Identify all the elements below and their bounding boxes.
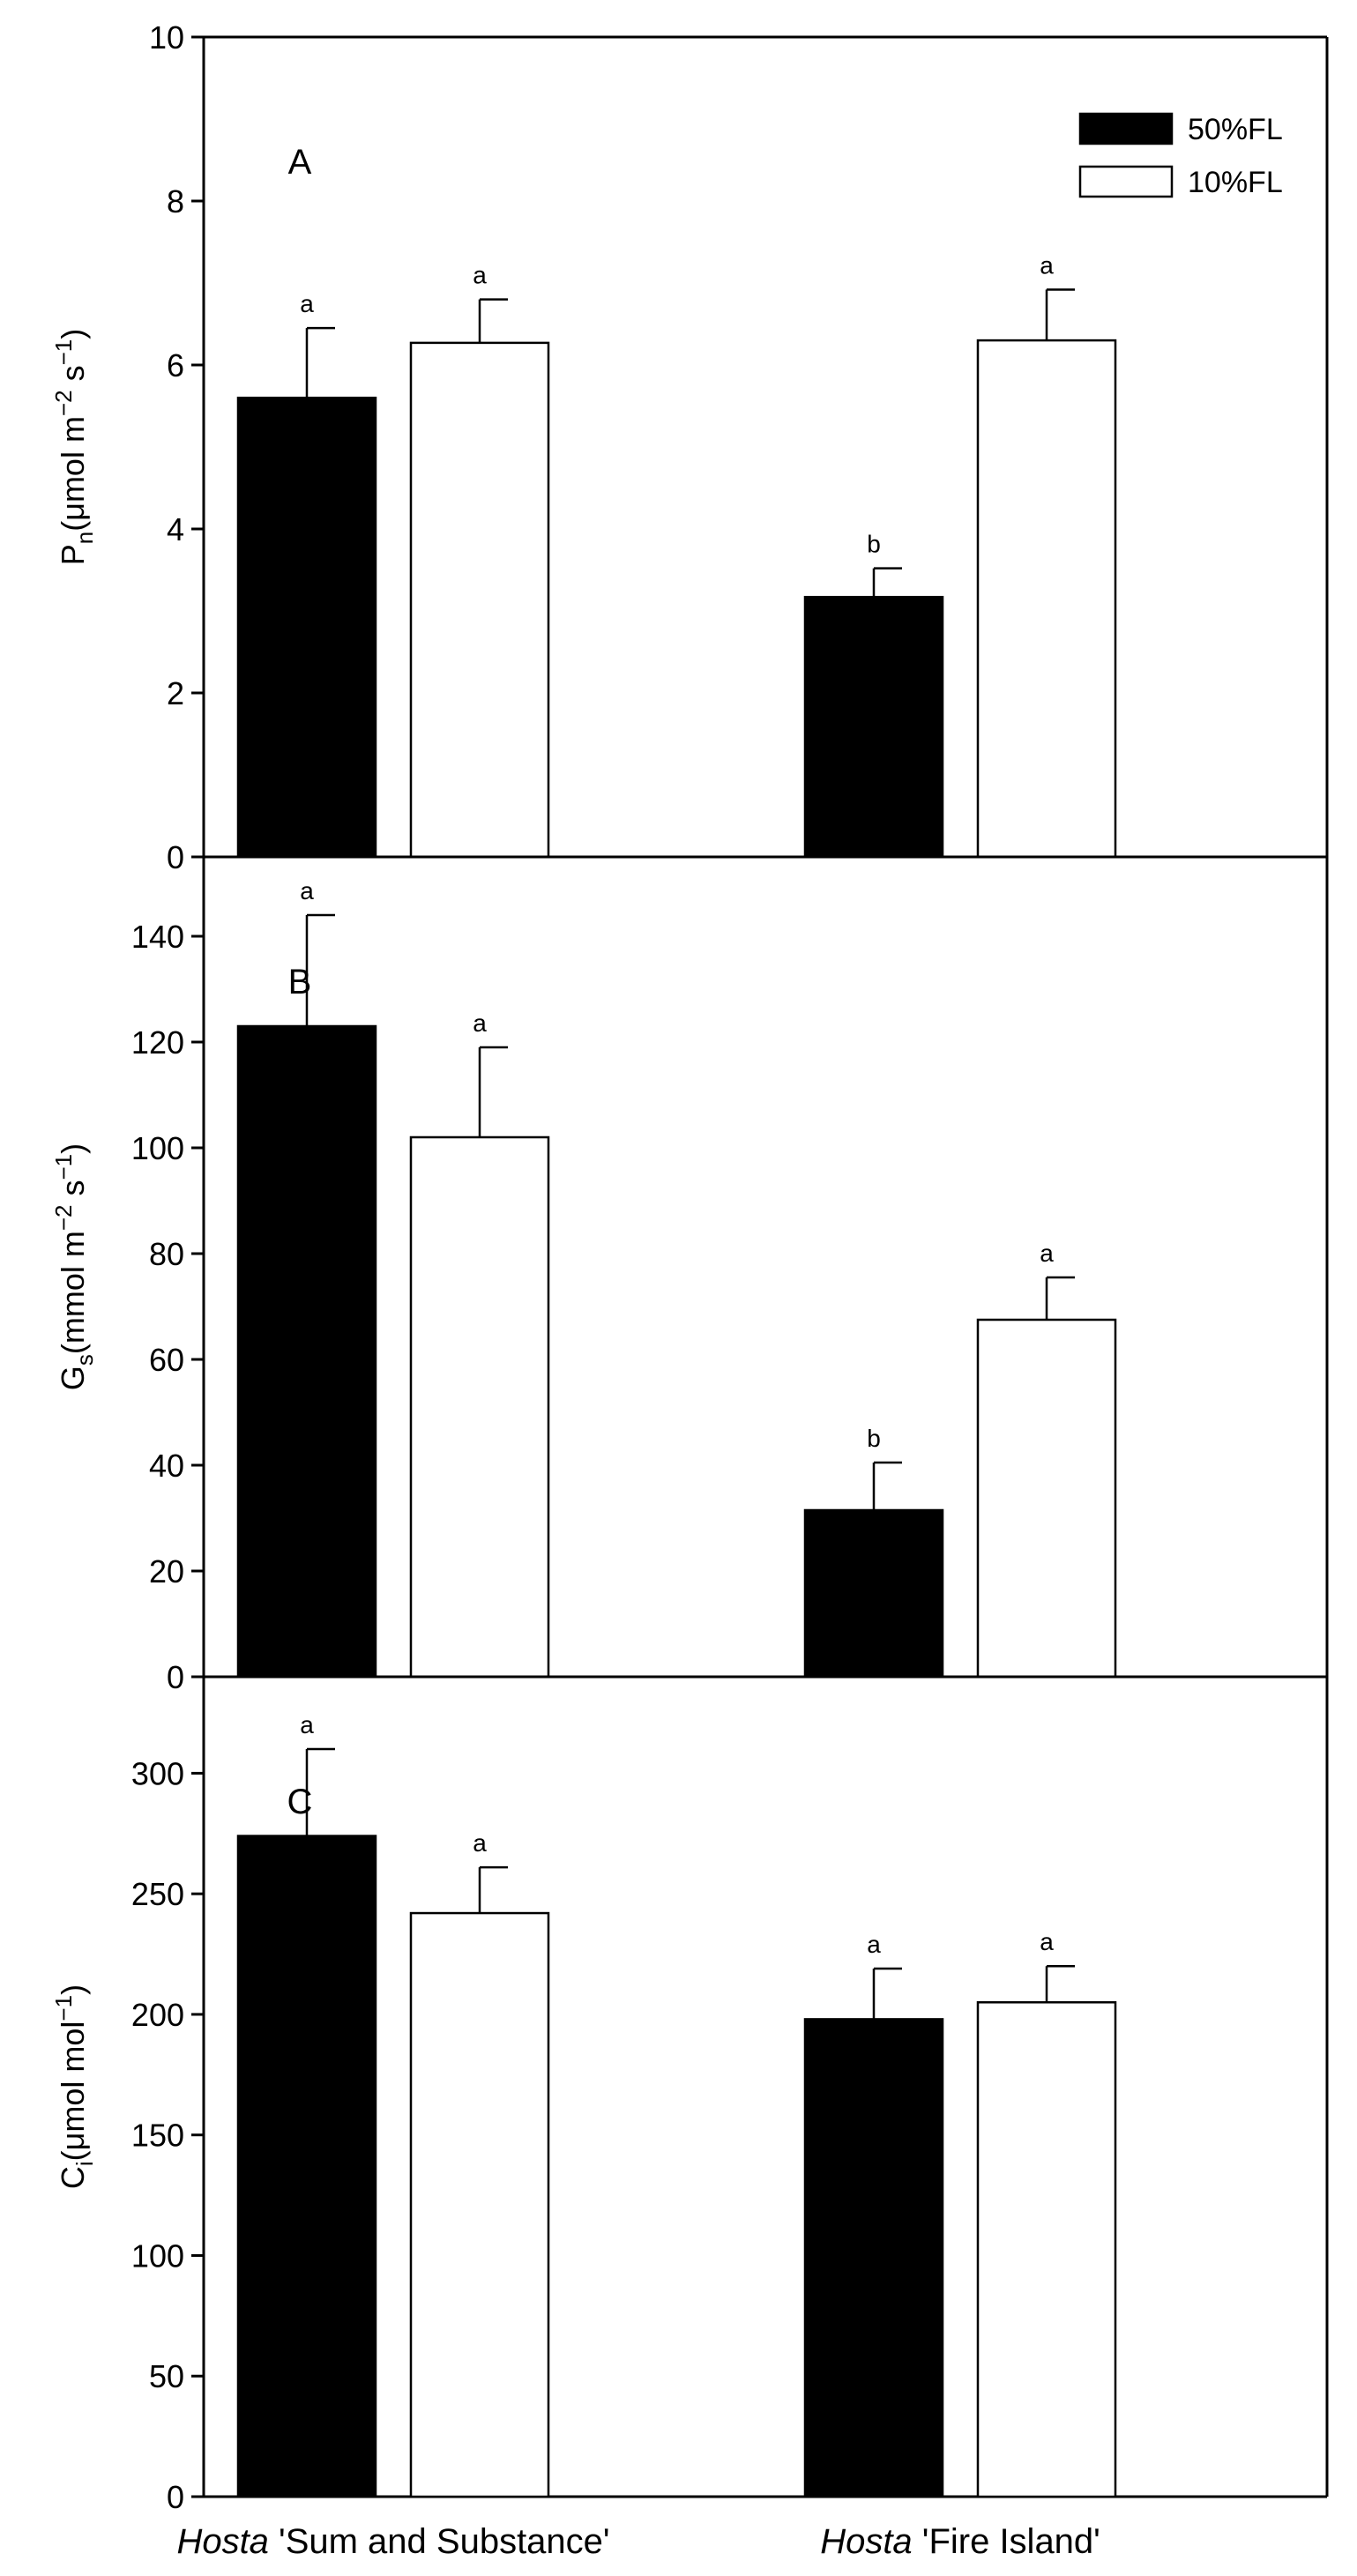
bar-10pctfl-fire-island [976, 2001, 1117, 2498]
significance-letter: a [300, 1711, 314, 1738]
y-axis-label-close: ) [55, 1143, 91, 1154]
y-axis-label-sup1: −2 [50, 390, 77, 416]
significance-letter: a [473, 1009, 487, 1037]
y-tick-label: 20 [149, 1553, 184, 1590]
y-tick-label: 2 [167, 675, 184, 711]
y-axis-label-sup1: −2 [50, 1205, 77, 1232]
y-axis-label: Pn(μmol m−2 s−1) [50, 329, 98, 566]
y-axis-label-mid: s [55, 365, 91, 390]
y-axis-label-main: G [55, 1366, 91, 1390]
y-axis-label: Ci(μmol mol−1) [50, 1984, 98, 2189]
x-category-cultivar: 'Fire Island' [913, 2522, 1100, 2561]
y-tick-label: 150 [131, 2118, 184, 2154]
significance-letter: a [300, 290, 314, 317]
bar-10pctfl-fire-island [976, 1318, 1117, 1679]
legend-label: 10%FL [1188, 166, 1283, 199]
y-tick-label: 0 [167, 1659, 184, 1695]
panel-letter: C [287, 1783, 313, 1821]
y-axis-label-unit-open: (μmol mol [55, 2021, 91, 2162]
x-category-cultivar: 'Sum and Substance' [269, 2522, 610, 2561]
y-tick-label: 8 [167, 183, 184, 220]
panel-letter: A [288, 143, 312, 182]
significance-letter: b [867, 531, 881, 558]
y-axis-label-sub: i [71, 2161, 98, 2166]
bar-10pctfl-sum-and-substance [409, 1135, 550, 1679]
y-tick-label: 4 [167, 511, 184, 547]
bar-50pctfl-sum-and-substance [236, 396, 377, 859]
y-tick-label: 6 [167, 347, 184, 383]
y-tick-label: 100 [131, 2237, 184, 2274]
bar-10pctfl-sum-and-substance [409, 341, 550, 859]
y-axis-label-sup1: −1 [50, 1995, 77, 2021]
y-axis-label-mid: s [55, 1180, 91, 1204]
significance-letter: a [1040, 1240, 1054, 1267]
y-axis-label-sub: s [71, 1354, 98, 1366]
legend-swatch-50pctfl [1078, 112, 1174, 145]
legend-swatch-10pctfl [1078, 165, 1174, 198]
x-category-genus: Hosta [176, 2522, 269, 2561]
significance-letter: a [473, 262, 487, 289]
significance-letter: a [1040, 251, 1054, 279]
bar-10pctfl-sum-and-substance [409, 1911, 550, 2498]
y-axis-label-unit-open: (μmol m [55, 416, 91, 532]
x-category-genus: Hosta [820, 2522, 913, 2561]
y-tick-label: 0 [167, 2479, 184, 2515]
y-tick-label: 40 [149, 1448, 184, 1484]
significance-letter: b [867, 1425, 881, 1452]
bar-50pctfl-fire-island [803, 595, 944, 859]
significance-letter: a [300, 877, 314, 905]
y-axis-label-main: P [55, 544, 91, 565]
y-tick-label: 50 [149, 2358, 184, 2394]
y-tick-label: 100 [131, 1130, 184, 1166]
bar-50pctfl-sum-and-substance [236, 1024, 377, 1679]
panel-letter: B [288, 963, 312, 1001]
y-tick-label: 200 [131, 1997, 184, 2033]
bar-10pctfl-fire-island [976, 339, 1117, 859]
x-category-label: Hosta 'Sum and Substance' [176, 2522, 609, 2561]
y-tick-label: 10 [149, 19, 184, 56]
legend: 50%FL 10%FL [1078, 112, 1283, 199]
significance-letter: a [1040, 1928, 1054, 1955]
y-axis-label-sub: n [71, 532, 98, 544]
bar-50pctfl-fire-island [803, 1508, 944, 1679]
significance-letter: a [473, 1829, 487, 1857]
y-axis-label-sup2: −1 [50, 339, 77, 366]
x-category-label: Hosta 'Fire Island' [820, 2522, 1100, 2561]
y-tick-label: 80 [149, 1236, 184, 1272]
y-tick-label: 140 [131, 919, 184, 955]
y-tick-label: 60 [149, 1342, 184, 1378]
legend-label: 50%FL [1188, 113, 1283, 146]
bar-50pctfl-fire-island [803, 2018, 944, 2498]
y-axis-label-sup2: −1 [50, 1154, 77, 1180]
panel-a: 0 2 4 6 8 10 a b a a A Pn(μmol m−2 s−1) 50%FL 10%FL [50, 19, 1329, 875]
x-axis-categories: Hosta 'Sum and Substance' Hosta 'Fire Isl… [176, 2522, 1100, 2561]
y-tick-label: 250 [131, 1876, 184, 1912]
y-tick-label: 300 [131, 1755, 184, 1791]
significance-letter: a [867, 1931, 881, 1958]
y-axis-label-main: C [55, 2166, 91, 2189]
y-axis-label-close: ) [55, 329, 91, 339]
y-axis-label: Gs(mmol m−2 s−1) [50, 1143, 98, 1390]
y-axis-label-close: ) [55, 1984, 91, 1995]
bar-50pctfl-sum-and-substance [236, 1835, 377, 2498]
y-tick-label: 120 [131, 1024, 184, 1061]
y-tick-label: 0 [167, 839, 184, 875]
y-axis-label-unit-open: (mmol m [55, 1231, 91, 1354]
